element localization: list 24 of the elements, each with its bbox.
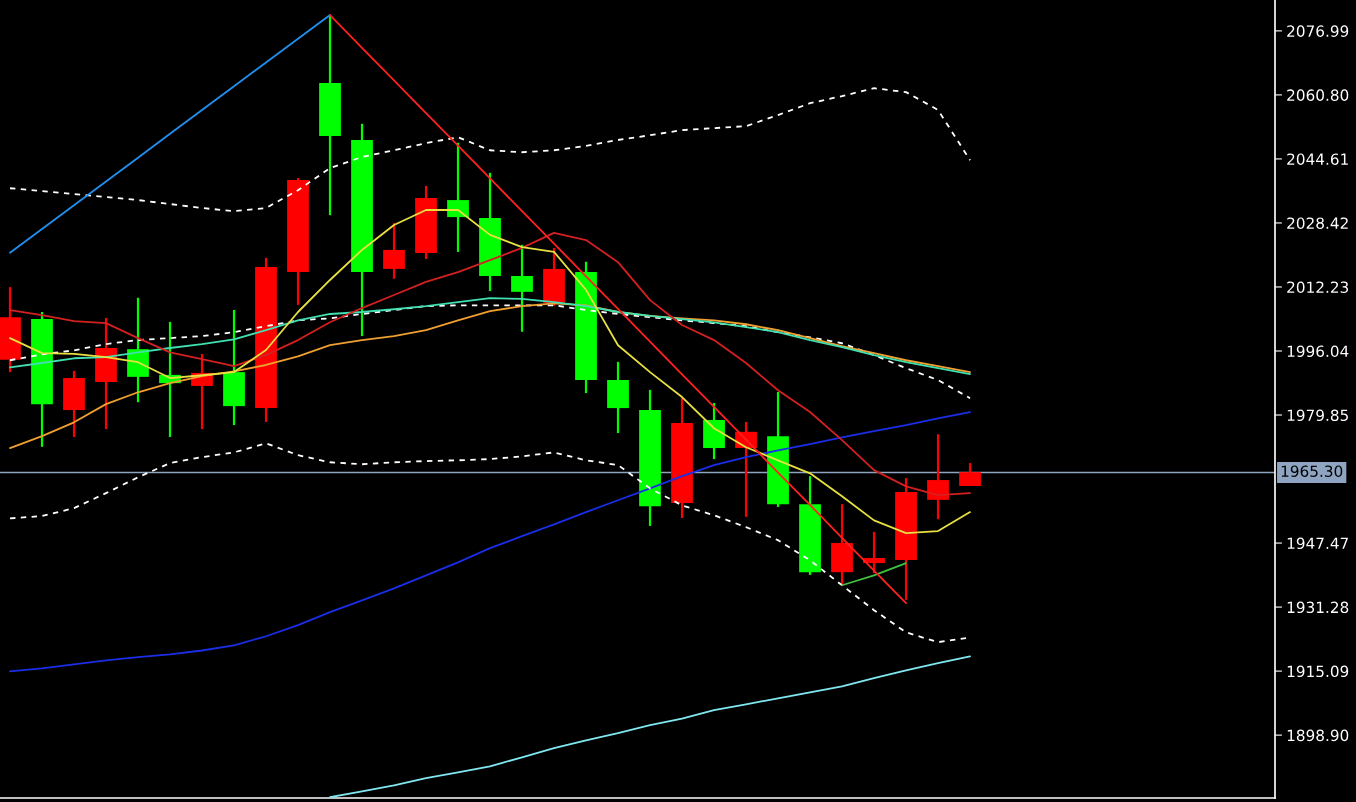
line-series — [9, 297, 971, 375]
y-tick-label: 2044.61 — [1287, 153, 1348, 165]
candlestick — [383, 221, 405, 280]
y-tick-label: 2060.80 — [1287, 89, 1349, 101]
y-tick-label: 1915.09 — [1287, 665, 1349, 678]
y-tick-label: 2012.23 — [1287, 281, 1349, 293]
line-series — [9, 14, 331, 254]
ref-line-label: 1965.30 — [1281, 465, 1343, 477]
y-tick-label: 1898.90 — [1287, 729, 1349, 742]
line-series — [329, 14, 907, 604]
y-tick-label: 1996.04 — [1287, 345, 1349, 358]
candlestick — [863, 530, 885, 575]
y-tick-label: 1979.85 — [1287, 409, 1348, 422]
line-series — [329, 655, 971, 798]
line-series — [9, 302, 971, 449]
candlestick — [927, 433, 949, 521]
y-tick-label: 1947.47 — [1287, 537, 1348, 550]
line-series — [9, 304, 971, 400]
candlestick — [511, 243, 533, 333]
line-series — [9, 87, 971, 213]
y-tick-label: 2076.99 — [1287, 25, 1349, 37]
y-tick-label: 2028.42 — [1287, 217, 1348, 229]
y-tick-label: 1931.28 — [1287, 601, 1349, 614]
line-series — [9, 411, 971, 673]
